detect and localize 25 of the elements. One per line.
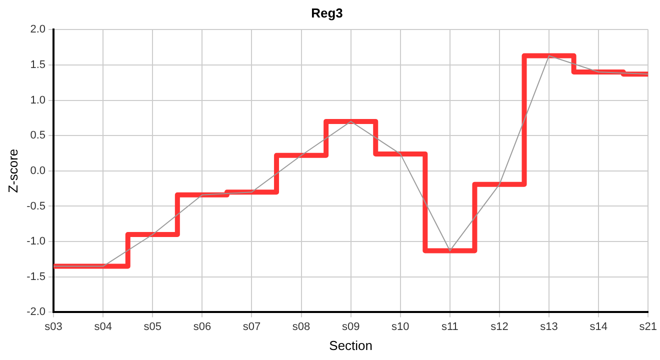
y-tick-label: -1.0 xyxy=(26,236,46,248)
x-tick-label: s04 xyxy=(94,320,112,333)
y-axis-title: Z-score xyxy=(5,148,20,193)
x-tick-label: s08 xyxy=(292,320,310,333)
y-tick-label: 0.0 xyxy=(30,164,46,177)
y-tick-label: 0.5 xyxy=(30,130,46,142)
x-tick-label: s10 xyxy=(392,320,410,333)
x-tick-label: s11 xyxy=(441,320,458,333)
y-tick-label: -2.0 xyxy=(26,306,46,318)
x-tick-label: s09 xyxy=(342,320,360,333)
x-tick-label: s07 xyxy=(242,320,261,333)
x-tick-label: s13 xyxy=(540,320,558,333)
chart-title: Reg3 xyxy=(311,5,343,20)
x-tick-label: s12 xyxy=(490,320,508,333)
x-axis-title: Section xyxy=(329,338,373,353)
x-tick-label: s05 xyxy=(144,320,162,333)
x-tick-label: s06 xyxy=(193,320,212,333)
y-tick-label: -1.5 xyxy=(26,270,46,283)
y-tick-label: -0.5 xyxy=(26,200,46,212)
x-tick-label: s03 xyxy=(44,320,62,333)
y-tick-label: 1.5 xyxy=(30,58,46,71)
x-tick-label: s14 xyxy=(590,320,608,333)
x-tick-label: s21 xyxy=(639,320,658,333)
y-tick-label: 1.0 xyxy=(30,94,46,106)
y-tick-label: 2.0 xyxy=(30,24,46,36)
